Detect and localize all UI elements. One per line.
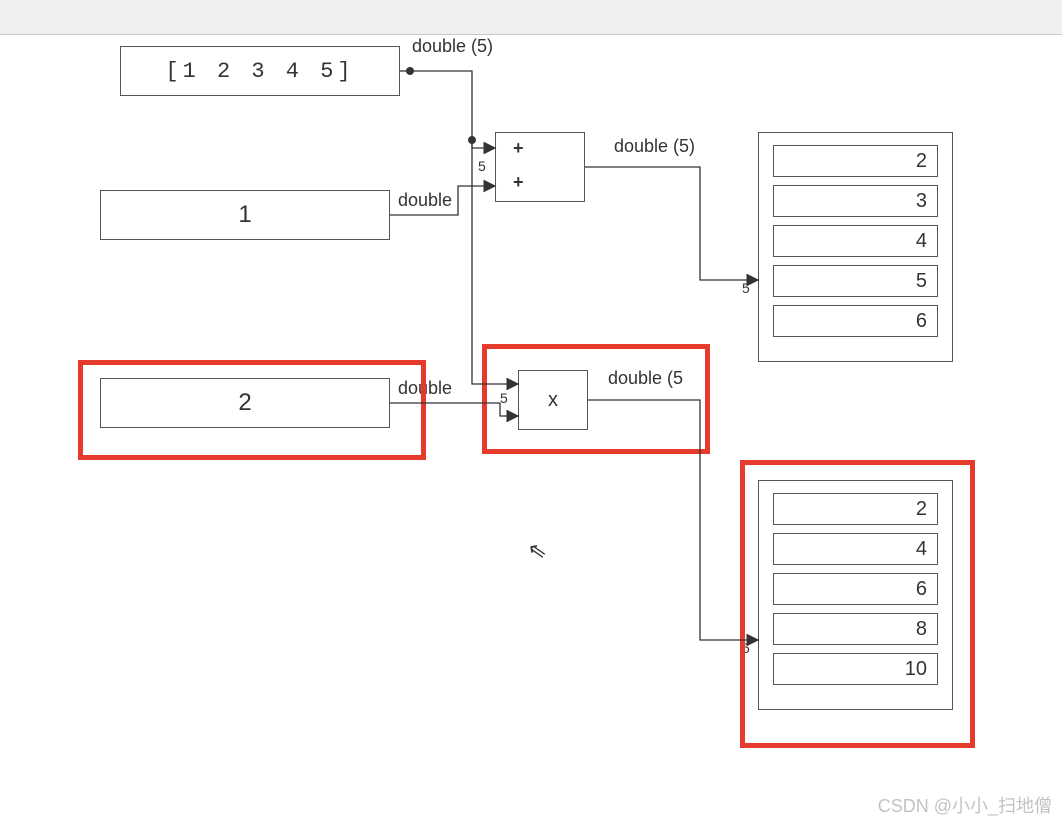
signal-label-const2: double (398, 378, 452, 399)
signal-label-product-out: double (5 (608, 368, 683, 389)
display-row: 6 (773, 305, 938, 337)
display-row: 10 (773, 653, 938, 685)
display-row: 2 (773, 493, 938, 525)
highlight-box (482, 344, 710, 454)
display-row: 2 (773, 145, 938, 177)
display-row: 4 (773, 225, 938, 257)
sum-block[interactable] (495, 132, 585, 202)
display-block-2[interactable]: 2 4 6 8 10 (758, 480, 953, 710)
product-symbol: x (519, 371, 587, 429)
sum-input-width: 5 (478, 158, 486, 174)
display-row: 3 (773, 185, 938, 217)
display-block-1[interactable]: 2 3 4 5 6 (758, 132, 953, 362)
display1-input-width: 5 (742, 280, 750, 296)
constant-vector-block[interactable]: [1 2 3 4 5] (120, 46, 400, 96)
mouse-cursor-icon: ⇖ (526, 537, 549, 566)
diagram-canvas[interactable]: [1 2 3 4 5] double (5) 1 double 2 double… (0, 0, 1062, 824)
signal-label-const1: double (398, 190, 452, 211)
constant-1-label: 1 (101, 191, 389, 239)
sum-plus-icon: + (513, 138, 524, 159)
sum-plus-icon: + (513, 172, 524, 193)
constant-vector-label: [1 2 3 4 5] (121, 47, 399, 95)
signal-label-source: double (5) (412, 36, 493, 57)
watermark: CSDN @小小_扫地僧 (878, 792, 1052, 818)
signal-label-sum-out: double (5) (614, 136, 695, 157)
constant-2-block[interactable]: 2 (100, 378, 390, 428)
display2-input-width: 5 (742, 640, 750, 656)
product-input-width: 5 (500, 390, 508, 406)
constant-1-block[interactable]: 1 (100, 190, 390, 240)
display-row: 8 (773, 613, 938, 645)
display-row: 5 (773, 265, 938, 297)
display-row: 6 (773, 573, 938, 605)
product-block[interactable]: x (518, 370, 588, 430)
display-row: 4 (773, 533, 938, 565)
constant-2-label: 2 (101, 379, 389, 427)
